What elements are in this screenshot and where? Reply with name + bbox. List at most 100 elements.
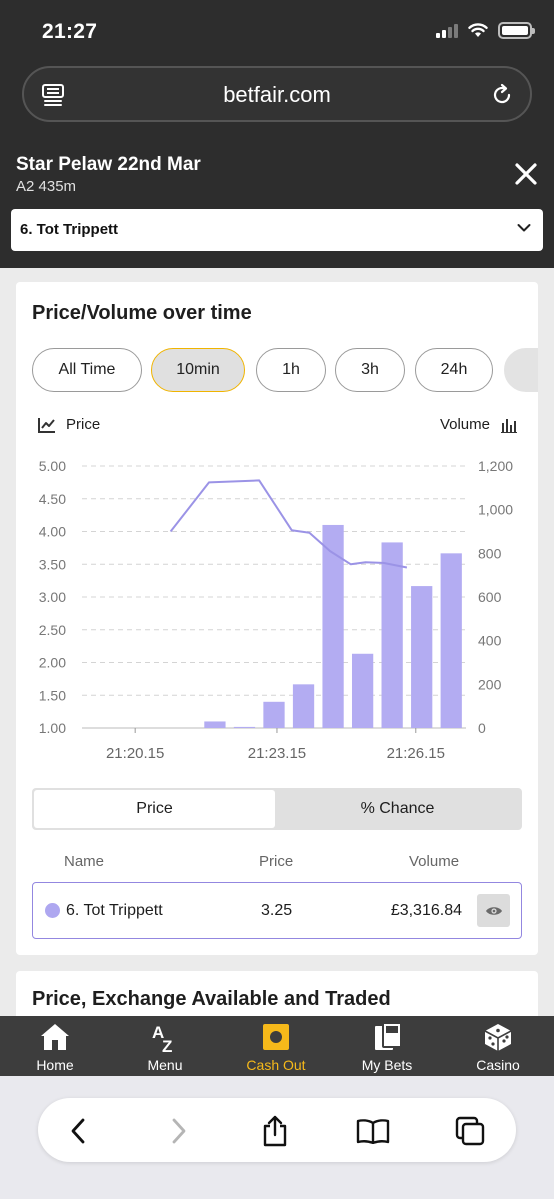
price-axis-tick: 5.00 <box>39 458 66 474</box>
status-time: 21:27 <box>42 20 98 43</box>
price-axis-tick: 1.00 <box>39 720 66 736</box>
back-button[interactable] <box>61 1114 95 1148</box>
close-icon[interactable] <box>514 162 538 186</box>
volume-bar <box>263 701 285 728</box>
range-more-button[interactable] <box>504 348 538 392</box>
price-axis-tick: 1.50 <box>39 687 66 703</box>
volume-axis-tick: 1,000 <box>478 502 513 518</box>
cellular-signal-icon <box>436 23 458 38</box>
section-title: Price, Exchange Available and Traded <box>32 988 391 1010</box>
runner-select-value: 6. Tot Trippett <box>20 221 119 238</box>
eye-icon <box>485 906 502 915</box>
volume-bar <box>381 542 403 728</box>
nav-cash-out-label: Cash Out <box>246 1057 306 1073</box>
range-all-time-button[interactable]: All Time <box>32 348 142 392</box>
safari-toolbar <box>0 1076 554 1199</box>
chevron-right-icon <box>172 1118 186 1144</box>
volume-bar <box>292 684 315 728</box>
runner-name: 6. Tot Trippett <box>66 902 163 919</box>
toggle-price[interactable]: Price <box>34 790 275 828</box>
reload-icon[interactable] <box>490 83 514 107</box>
nav-menu[interactable]: A Z Menu <box>110 1016 220 1076</box>
nav-my-bets[interactable]: My Bets <box>332 1016 442 1076</box>
volume-axis-tick: 200 <box>478 676 502 692</box>
casino-dice-icon <box>484 1024 512 1051</box>
nav-casino-label: Casino <box>476 1057 520 1073</box>
event-title: Star Pelaw 22nd Mar <box>16 154 201 175</box>
price-axis-tick: 3.00 <box>39 589 66 605</box>
home-icon <box>41 1024 69 1050</box>
volume-bar <box>233 726 256 728</box>
range-10min-button[interactable]: 10min <box>151 348 245 392</box>
legend-price: Price <box>38 416 100 433</box>
price-axis-tick: 3.50 <box>39 556 66 572</box>
range-1h-button[interactable]: 1h <box>256 348 326 392</box>
x-axis-tick-label: 21:23.15 <box>248 745 306 762</box>
range-24h-button[interactable]: 24h <box>415 348 493 392</box>
toggle-visibility-button[interactable] <box>477 894 510 927</box>
runner-select[interactable]: 6. Tot Trippett <box>11 209 543 251</box>
nav-cash-out[interactable]: Cash Out <box>221 1016 331 1076</box>
volume-axis-tick: 1,200 <box>478 458 513 474</box>
battery-icon <box>498 22 535 39</box>
chevron-down-icon <box>517 224 531 232</box>
cash-out-icon <box>263 1024 289 1050</box>
volume-bar <box>204 721 226 728</box>
volume-axis-tick: 400 <box>478 633 502 649</box>
share-icon <box>263 1115 287 1147</box>
runner-volume: £3,316.84 <box>390 902 462 919</box>
volume-bar <box>322 524 344 728</box>
event-header: Star Pelaw 22nd Mar A2 435m 6. Tot Tripp… <box>0 140 554 268</box>
line-chart-icon <box>38 417 55 433</box>
volume-bar <box>351 653 374 728</box>
volume-bar <box>411 586 433 728</box>
url-bar[interactable]: betfair.com <box>22 66 532 122</box>
range-3h-button[interactable]: 3h <box>335 348 405 392</box>
legend-volume-label: Volume <box>439 416 490 433</box>
az-icon: A Z <box>152 1023 172 1054</box>
forward-button[interactable] <box>162 1114 196 1148</box>
nav-home-label: Home <box>36 1057 74 1073</box>
x-axis-tick-label: 21:26.15 <box>387 745 445 762</box>
tabs-icon <box>455 1116 485 1146</box>
volume-axis-tick: 600 <box>478 589 502 605</box>
browser-bar: betfair.com <box>0 62 554 140</box>
runner-color-dot <box>45 903 60 918</box>
table-header-price: Price <box>259 853 294 870</box>
book-icon <box>356 1119 390 1144</box>
bottom-nav: Home A Z Menu Cash Out My Bets <box>0 1016 554 1076</box>
price-axis-tick: 4.00 <box>39 524 66 540</box>
url-text: betfair.com <box>223 82 331 107</box>
volume-bar <box>440 553 462 728</box>
tabs-button[interactable] <box>453 1114 487 1148</box>
price-chance-toggle: Price % Chance <box>32 788 522 830</box>
bar-chart-icon <box>501 418 517 433</box>
price-volume-card: Price/Volume over time All Time 10min 1h… <box>16 282 538 955</box>
chevron-left-icon <box>71 1118 85 1144</box>
my-bets-icon <box>375 1022 402 1050</box>
svg-text:Z: Z <box>162 1037 172 1054</box>
svg-text:A: A <box>152 1023 164 1042</box>
runner-row[interactable]: 6. Tot Trippett 3.25 £3,316.84 <box>32 882 522 939</box>
wifi-icon <box>468 23 488 37</box>
runner-price: 3.25 <box>261 902 293 919</box>
toggle-chance[interactable]: % Chance <box>360 800 435 817</box>
price-axis-tick: 2.00 <box>39 655 66 671</box>
nav-home[interactable]: Home <box>0 1016 110 1076</box>
volume-axis-tick: 800 <box>478 545 502 561</box>
bookmarks-button[interactable] <box>356 1114 390 1148</box>
legend-volume: Volume <box>440 416 518 433</box>
volume-axis-tick: 0 <box>478 720 486 736</box>
nav-menu-label: Menu <box>147 1057 183 1073</box>
x-axis-tick-label: 21:20.15 <box>106 745 164 762</box>
safari-toolbar-pill <box>38 1098 516 1162</box>
share-button[interactable] <box>258 1114 292 1148</box>
page-menu-icon[interactable] <box>42 84 64 106</box>
nav-casino[interactable]: Casino <box>443 1016 553 1076</box>
table-header-volume: Volume <box>409 853 460 870</box>
card-title: Price/Volume over time <box>32 302 252 324</box>
price-axis-tick: 4.50 <box>39 491 66 507</box>
price-axis-tick: 2.50 <box>39 622 66 638</box>
status-bar: 21:27 <box>0 0 554 62</box>
status-icons <box>436 22 535 39</box>
